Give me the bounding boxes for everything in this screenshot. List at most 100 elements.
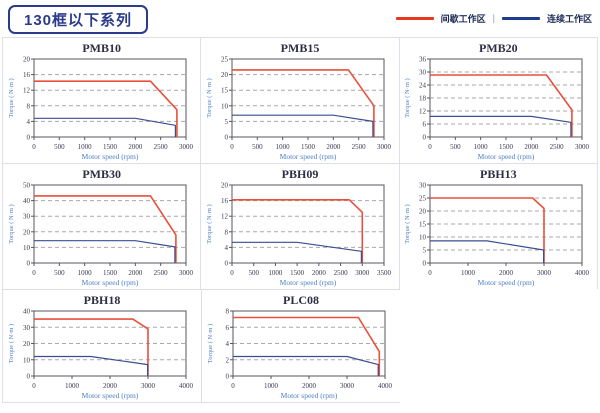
svg-text:Motor speed (rpm): Motor speed (rpm)	[280, 278, 337, 287]
svg-text:Motor speed (rpm): Motor speed (rpm)	[280, 152, 337, 161]
svg-text:1000: 1000	[77, 269, 92, 277]
svg-text:12: 12	[23, 87, 31, 95]
svg-text:Torque ( N·m ): Torque ( N·m )	[8, 324, 15, 363]
charts-grid: PMB10 0 500 1000 1500 2000 2500 3000 0 4 8 12 16 20 M…	[0, 37, 600, 403]
svg-text:2000: 2000	[312, 269, 327, 277]
svg-text:1000: 1000	[65, 382, 80, 390]
svg-text:15: 15	[221, 87, 229, 95]
svg-text:12: 12	[221, 213, 229, 221]
svg-text:30: 30	[419, 182, 427, 190]
chart-plot-pbh09: 0 500 1000 1500 2000 2500 3000 3500 0 4 8 12 16 20 Mot…	[204, 181, 396, 289]
svg-text:50: 50	[23, 182, 31, 190]
chart-title: PBH09	[281, 167, 319, 181]
svg-text:Torque ( N·m ): Torque ( N·m )	[206, 78, 213, 117]
svg-text:10: 10	[23, 356, 31, 364]
chart-plot-pmb15: 0 500 1000 1500 2000 2500 3000 0 5 10 15 20 25 Motor …	[204, 55, 396, 163]
svg-text:1500: 1500	[499, 143, 514, 151]
svg-text:0: 0	[230, 269, 234, 277]
svg-text:2500: 2500	[550, 143, 565, 151]
legend: 间歇工作区 | 连续工作区	[395, 12, 592, 25]
svg-text:24: 24	[419, 82, 427, 90]
svg-text:Torque ( N·m ): Torque ( N·m )	[8, 204, 15, 243]
svg-text:2500: 2500	[153, 269, 168, 277]
svg-text:8: 8	[224, 228, 228, 236]
svg-text:30: 30	[23, 213, 31, 221]
svg-text:2500: 2500	[352, 143, 367, 151]
chart-canvas: 0 500 1000 1500 2000 2500 3000 0 5 10 15 20 25 Motor …	[206, 56, 392, 162]
svg-text:25: 25	[221, 56, 229, 64]
svg-text:12: 12	[419, 108, 427, 116]
charts-row-2: PMB30 0 500 1000 1500 2000 2500 3000 0 10 20 30 40 5…	[2, 163, 598, 290]
chart-canvas: 0 500 1000 1500 2000 2500 3000 0 10 20 30 40 50 Motor…	[8, 182, 194, 288]
svg-text:8: 8	[26, 102, 30, 110]
svg-text:25: 25	[419, 195, 427, 203]
svg-text:4000: 4000	[179, 382, 194, 390]
chart-plot-plc08: 0 1000 2000 3000 4000 0 2 4 6 8 Motor speed (rpm) T…	[205, 307, 397, 402]
svg-text:Motor speed (rpm): Motor speed (rpm)	[82, 391, 139, 400]
chart-title: PMB20	[478, 41, 518, 55]
chart-title: PMB15	[280, 41, 320, 55]
svg-text:Motor speed (rpm): Motor speed (rpm)	[478, 152, 535, 161]
charts-row-1: PMB10 0 500 1000 1500 2000 2500 3000 0 4 8 12 16 20 M…	[2, 37, 598, 164]
svg-text:3000: 3000	[141, 382, 156, 390]
svg-text:20: 20	[23, 340, 31, 348]
svg-text:500: 500	[54, 269, 65, 277]
svg-text:0: 0	[226, 373, 230, 381]
svg-text:0: 0	[429, 143, 433, 151]
svg-text:Torque ( N·m ): Torque ( N·m )	[404, 204, 411, 243]
svg-text:0: 0	[27, 373, 31, 381]
svg-text:3500: 3500	[377, 269, 392, 277]
svg-text:Torque ( N·m ): Torque ( N·m )	[404, 78, 411, 117]
svg-text:3000: 3000	[340, 382, 355, 390]
chart-title: PLC08	[283, 293, 319, 307]
chart-card-pmb30: PMB30 0 500 1000 1500 2000 2500 3000 0 10 20 30 40 5…	[2, 163, 202, 290]
svg-text:20: 20	[419, 208, 427, 216]
svg-text:1500: 1500	[103, 143, 118, 151]
chart-canvas: 0 1000 2000 3000 4000 0 5 10 15 20 25 30 Motor speed…	[404, 182, 590, 288]
chart-title: PBH18	[83, 293, 121, 307]
svg-text:15: 15	[419, 221, 427, 229]
svg-text:500: 500	[54, 143, 65, 151]
svg-text:10: 10	[23, 244, 31, 252]
svg-text:2000: 2000	[128, 143, 143, 151]
legend-label-intermittent: 间歇工作区	[440, 14, 486, 24]
chart-plot-pbh18: 0 1000 2000 3000 4000 0 10 20 30 40 Motor speed (r…	[6, 307, 198, 402]
svg-text:0: 0	[230, 143, 234, 151]
svg-text:20: 20	[221, 182, 229, 190]
svg-text:3000: 3000	[179, 143, 194, 151]
continuous-zone-line-icon	[501, 17, 540, 20]
intermittent-zone-line-icon	[395, 17, 434, 20]
svg-text:0: 0	[32, 143, 36, 151]
svg-text:4: 4	[26, 118, 30, 126]
chart-card-pbh18: PBH18 0 1000 2000 3000 4000 0 10 20 30 40 Motor sp…	[2, 289, 202, 403]
svg-text:4: 4	[224, 244, 228, 252]
chart-title: PBH13	[479, 167, 517, 181]
svg-text:16: 16	[221, 197, 229, 205]
svg-text:2500: 2500	[153, 143, 168, 151]
svg-text:4000: 4000	[378, 382, 393, 390]
svg-text:1000: 1000	[461, 269, 476, 277]
series-badge: 130框以下系列	[8, 5, 149, 34]
chart-canvas: 0 500 1000 1500 2000 2500 3000 0 4 8 12 16 20 Motor s…	[8, 56, 194, 162]
svg-text:Motor speed (rpm): Motor speed (rpm)	[478, 278, 535, 287]
svg-text:3000: 3000	[179, 269, 194, 277]
svg-text:0: 0	[231, 382, 235, 390]
svg-text:4: 4	[226, 340, 230, 348]
svg-text:Torque ( N·m ): Torque ( N·m )	[8, 78, 15, 117]
svg-text:Motor speed (rpm): Motor speed (rpm)	[81, 278, 138, 287]
svg-text:3000: 3000	[575, 143, 590, 151]
svg-text:30: 30	[419, 69, 427, 77]
svg-text:5: 5	[423, 247, 427, 255]
chart-card-plc08: PLC08 0 1000 2000 3000 4000 0 2 4 6 8 Motor speed …	[201, 289, 401, 403]
header: 130框以下系列 间歇工作区 | 连续工作区	[0, 0, 600, 37]
svg-text:1000: 1000	[268, 269, 283, 277]
svg-text:6: 6	[226, 324, 230, 332]
svg-text:6: 6	[423, 121, 427, 129]
svg-text:2000: 2000	[302, 382, 317, 390]
chart-title: PMB10	[82, 41, 121, 55]
chart-card-pmb10: PMB10 0 500 1000 1500 2000 2500 3000 0 4 8 12 16 20 M…	[2, 37, 202, 164]
svg-text:1000: 1000	[77, 143, 92, 151]
svg-text:4000: 4000	[575, 269, 590, 277]
svg-text:16: 16	[23, 71, 31, 79]
